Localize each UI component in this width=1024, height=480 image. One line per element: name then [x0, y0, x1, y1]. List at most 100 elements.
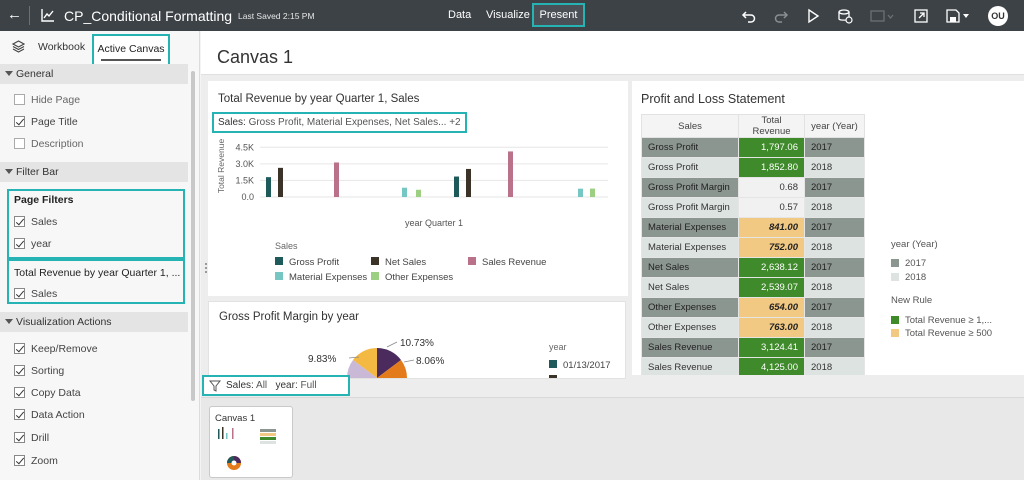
section-filter-bar[interactable]: Filter Bar — [0, 162, 188, 182]
page-filter-sales[interactable]: Sales — [14, 216, 57, 230]
checkbox[interactable] — [14, 365, 25, 376]
cell-total-revenue[interactable]: 0.57 — [738, 197, 805, 218]
option-sorting[interactable]: Sorting — [14, 365, 64, 379]
layers-icon[interactable] — [12, 40, 25, 53]
cell-total-revenue[interactable]: 841.00 — [738, 217, 805, 238]
table-row[interactable]: Gross Profit Margin 0.68 2017 — [641, 177, 865, 198]
cell-sales[interactable]: Gross Profit — [641, 137, 739, 158]
checkbox[interactable] — [14, 288, 25, 299]
play-icon[interactable] — [805, 8, 821, 24]
viz-filter-sales[interactable]: Sales — [14, 288, 57, 302]
cell-sales[interactable]: Gross Profit — [641, 157, 739, 178]
option-page-title[interactable]: Page Title — [14, 116, 78, 130]
cell-year[interactable]: 2018 — [804, 357, 865, 375]
cell-year[interactable]: 2017 — [804, 297, 865, 318]
pie-slice[interactable] — [353, 348, 377, 378]
bar-other-expenses[interactable] — [416, 189, 421, 197]
page-filter-year[interactable]: year — [14, 238, 51, 252]
cell-year[interactable]: 2018 — [804, 277, 865, 298]
cell-sales[interactable]: Other Expenses — [641, 317, 739, 338]
open-new-window-icon[interactable] — [913, 8, 929, 24]
cell-total-revenue[interactable]: 0.68 — [738, 177, 805, 198]
cell-year[interactable]: 2018 — [804, 157, 865, 178]
cell-year[interactable]: 2017 — [804, 217, 865, 238]
table-row[interactable]: Material Expenses 752.00 2018 — [641, 237, 865, 258]
viz-filter-pill[interactable]: Sales: Gross Profit, Material Expenses, … — [212, 112, 467, 133]
legend-item[interactable]: Material Expenses — [289, 272, 367, 283]
bar-net-sales[interactable] — [466, 168, 471, 197]
cell-sales[interactable]: Gross Profit Margin — [641, 177, 739, 198]
checkbox[interactable] — [14, 432, 25, 443]
cell-total-revenue[interactable]: 2,638.12 — [738, 257, 805, 278]
pie-slice[interactable] — [377, 348, 401, 378]
cell-year[interactable]: 2018 — [804, 197, 865, 218]
cell-total-revenue[interactable]: 4,125.00 — [738, 357, 805, 375]
cell-sales[interactable]: Other Expenses — [641, 297, 739, 318]
cell-total-revenue[interactable]: 3,124.41 — [738, 337, 805, 358]
resize-handle[interactable] — [205, 263, 208, 279]
pie-slice[interactable] — [377, 360, 407, 378]
cell-year[interactable]: 2017 — [804, 137, 865, 158]
legend-item[interactable]: Gross Profit — [289, 257, 340, 268]
add-visualization-icon[interactable] — [869, 8, 895, 24]
checkbox[interactable] — [14, 343, 25, 354]
bar-gross-profit[interactable] — [266, 177, 271, 197]
option-copy-data[interactable]: Copy Data — [14, 387, 81, 401]
cell-year[interactable]: 2017 — [804, 337, 865, 358]
table-row[interactable]: Gross Profit 1,852.80 2018 — [641, 157, 865, 178]
bar-other-expenses[interactable] — [590, 188, 595, 197]
cell-sales[interactable]: Sales Revenue — [641, 337, 739, 358]
checkbox[interactable] — [14, 238, 25, 249]
checkbox[interactable] — [14, 409, 25, 420]
nav-present[interactable]: Present — [532, 3, 585, 27]
cell-year[interactable]: 2017 — [804, 177, 865, 198]
bar-net-sales[interactable] — [278, 167, 283, 197]
cell-year[interactable]: 2017 — [804, 257, 865, 278]
cell-total-revenue[interactable]: 1,852.80 — [738, 157, 805, 178]
checkbox[interactable] — [14, 216, 25, 227]
column-header[interactable]: Sales — [641, 114, 739, 138]
data-refresh-icon[interactable] — [837, 8, 853, 24]
cell-sales[interactable]: Sales Revenue — [641, 357, 739, 375]
option-zoom[interactable]: Zoom — [14, 455, 58, 469]
cell-sales[interactable]: Gross Profit Margin — [641, 197, 739, 218]
table-row[interactable]: Material Expenses 841.00 2017 — [641, 217, 865, 238]
bar-gross-profit[interactable] — [454, 176, 459, 197]
table-row[interactable]: Net Sales 2,638.12 2017 — [641, 257, 865, 278]
column-header[interactable]: Total Revenue — [738, 114, 805, 138]
option-data-action[interactable]: Data Action — [14, 409, 85, 423]
checkbox[interactable] — [14, 455, 25, 466]
table-row[interactable]: Other Expenses 654.00 2017 — [641, 297, 865, 318]
pie-slice[interactable] — [347, 360, 377, 378]
canvas-thumbnail[interactable]: Canvas 1 — [209, 406, 293, 478]
gross-profit-margin-chart[interactable]: Gross Profit Margin by year 10.73% 8.06%… — [208, 301, 626, 379]
nav-data[interactable]: Data — [448, 9, 472, 21]
cell-total-revenue[interactable]: 752.00 — [738, 237, 805, 258]
checkbox[interactable] — [14, 116, 25, 127]
cell-sales[interactable]: Material Expenses — [641, 217, 739, 238]
section-general[interactable]: General — [0, 64, 188, 84]
bar-sales-revenue[interactable] — [334, 162, 339, 197]
tab-active-canvas[interactable]: Active Canvas — [92, 34, 170, 68]
undo-icon[interactable] — [741, 8, 757, 24]
cell-total-revenue[interactable]: 2,539.07 — [738, 277, 805, 298]
bar-material-expenses[interactable] — [578, 188, 583, 197]
table-row[interactable]: Other Expenses 763.00 2018 — [641, 317, 865, 338]
checkbox[interactable] — [14, 138, 25, 149]
legend-item[interactable]: Other Expenses — [385, 272, 453, 283]
bar-sales-revenue[interactable] — [508, 151, 513, 197]
table-row[interactable]: Gross Profit Margin 0.57 2018 — [641, 197, 865, 218]
option-keep-remove[interactable]: Keep/Remove — [14, 343, 98, 357]
cell-total-revenue[interactable]: 1,797.06 — [738, 137, 805, 158]
table-row[interactable]: Sales Revenue 4,125.00 2018 — [641, 357, 865, 375]
checkbox[interactable] — [14, 387, 25, 398]
option-hide-page[interactable]: Hide Page — [14, 94, 80, 108]
bar-material-expenses[interactable] — [402, 187, 407, 197]
table-row[interactable]: Sales Revenue 3,124.41 2017 — [641, 337, 865, 358]
redo-icon[interactable] — [773, 8, 789, 24]
cell-total-revenue[interactable]: 763.00 — [738, 317, 805, 338]
cell-sales[interactable]: Net Sales — [641, 277, 739, 298]
checkbox[interactable] — [14, 94, 25, 105]
option-drill[interactable]: Drill — [14, 432, 49, 446]
cell-year[interactable]: 2018 — [804, 237, 865, 258]
